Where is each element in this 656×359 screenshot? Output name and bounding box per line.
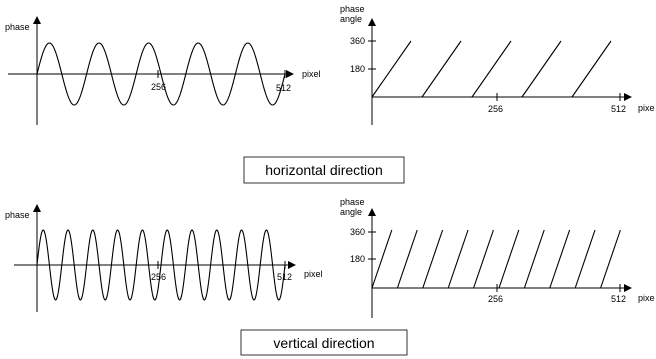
bottom-wave-tick-mid-label: 256 bbox=[151, 272, 166, 282]
bottom-saw-x-tick-mid-label: 256 bbox=[488, 294, 503, 304]
top-saw-ramp-4 bbox=[521, 40, 562, 98]
bottom-saw-y-label-2: angle bbox=[340, 207, 362, 217]
bottom-saw-ramp-5 bbox=[473, 229, 494, 289]
top-wave-y-label: phase bbox=[5, 22, 30, 32]
bottom-wave-plot: phase pixel 256 512 bbox=[5, 204, 323, 312]
bottom-saw-y-tick-low-label: 180 bbox=[350, 254, 365, 264]
top-saw-lines bbox=[371, 40, 612, 98]
top-caption-text: horizontal direction bbox=[265, 162, 383, 178]
top-caption: horizontal direction bbox=[243, 156, 405, 184]
top-saw-x-tick-mid-label: 256 bbox=[488, 104, 503, 114]
top-caption-box bbox=[243, 156, 405, 184]
top-saw-y-tick-high-label: 360 bbox=[350, 36, 365, 46]
bottom-saw-ramp-8 bbox=[549, 229, 571, 289]
bottom-saw-x-label: pixe bbox=[638, 293, 655, 303]
bottom-saw-ramp-3 bbox=[422, 229, 444, 289]
bottom-saw-lines bbox=[371, 229, 621, 289]
top-wave-tick-mid-label: 256 bbox=[151, 82, 166, 92]
bottom-caption-text: vertical direction bbox=[273, 335, 374, 351]
bottom-saw-x-tick-end-label: 512 bbox=[611, 294, 626, 304]
bottom-saw-ramp-2 bbox=[396, 229, 418, 289]
top-saw-x-label: pixe bbox=[638, 103, 655, 113]
bottom-wave-y-label: phase bbox=[5, 210, 30, 220]
top-wave-tick-end-label: 512 bbox=[276, 83, 291, 93]
top-saw-ramp-5 bbox=[571, 40, 612, 98]
bottom-saw-y-label-1: phase bbox=[340, 197, 365, 207]
top-saw-ramp-2 bbox=[421, 40, 462, 98]
top-wave-x-label: pixel bbox=[302, 69, 321, 79]
top-wave-curve bbox=[36, 42, 286, 106]
bottom-saw-ramp-9 bbox=[574, 229, 596, 289]
top-saw-y-label-2: angle bbox=[340, 14, 362, 24]
bottom-saw-plot: phase angle 360 180 256 512 pixe bbox=[340, 197, 655, 318]
bottom-saw-y-tick-high-label: 360 bbox=[350, 227, 365, 237]
bottom-caption: vertical direction bbox=[240, 329, 408, 356]
bottom-saw-ramp-7 bbox=[523, 229, 545, 289]
bottom-saw-ramp-6 bbox=[498, 229, 520, 289]
bottom-saw-ramp-4 bbox=[447, 229, 469, 289]
bottom-wave-curve bbox=[36, 229, 286, 301]
top-saw-y-label-1: phase bbox=[340, 4, 365, 14]
bottom-saw-ramp-10 bbox=[600, 229, 621, 289]
top-saw-ramp-3 bbox=[471, 40, 512, 98]
bottom-wave-tick-end-label: 512 bbox=[277, 272, 292, 282]
bottom-saw-ramp-1 bbox=[371, 229, 393, 289]
bottom-caption-box bbox=[240, 329, 408, 356]
top-wave-plot: phase pixel 256 512 bbox=[5, 16, 321, 125]
top-saw-plot: phase angle 360 180 256 512 pixe bbox=[340, 4, 655, 125]
top-saw-ramp-1 bbox=[371, 40, 412, 98]
top-saw-y-tick-low-label: 180 bbox=[350, 64, 365, 74]
top-saw-x-tick-end-label: 512 bbox=[611, 104, 626, 114]
bottom-wave-x-label: pixel bbox=[304, 269, 323, 279]
